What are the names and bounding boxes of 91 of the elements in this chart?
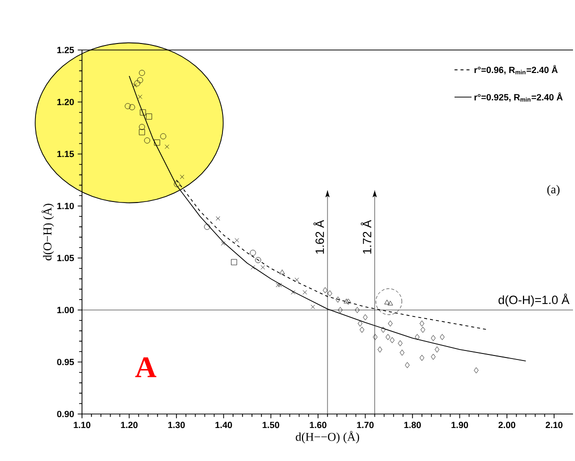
point [146,114,152,120]
x-tick-label: 1.80 [404,422,421,428]
x-tick-label: 1.50 [262,422,280,428]
y-tick-label: 1.20 [57,98,74,106]
y-tick-label: 0.95 [57,358,74,366]
point [386,334,390,340]
point [278,282,282,288]
ref-line-label: d(O-H)=1.0 Å [498,294,570,306]
annotation: A [135,357,156,378]
point [280,270,285,274]
x-tick-label: 1.20 [121,422,138,428]
point [400,350,404,356]
ref-line-label: 1.72 Å [360,220,372,254]
point [420,326,426,333]
point [354,307,360,313]
point [384,300,390,304]
point [260,265,265,270]
point [388,320,393,327]
point [414,334,420,340]
point [234,238,240,242]
point [137,77,144,84]
y-tick-label: 0.90 [57,410,74,418]
point [138,70,145,76]
x-tick-label: 1.30 [168,422,185,428]
point [322,287,328,294]
point [405,362,410,368]
x-tick-label: 1.10 [74,422,90,428]
point [164,144,170,149]
x-tick-label: 1.90 [452,422,468,428]
point [134,80,140,86]
point [180,174,184,180]
point [138,129,145,136]
point [276,282,280,288]
point [362,314,368,320]
x-tick-label: 1.60 [310,422,326,428]
point [388,300,393,306]
point [216,216,220,221]
point [380,326,386,333]
point [220,241,226,246]
point [160,133,166,140]
point [360,326,364,333]
point [358,320,362,327]
point [420,320,424,327]
point [328,290,332,296]
ref-line-label: 1.62 Å [313,220,324,254]
point [378,346,382,353]
point [174,181,180,188]
point [430,354,436,360]
point [390,337,394,344]
point [372,334,378,340]
point [140,109,146,116]
point [310,304,316,310]
y-tick-label: 1.10 [57,202,74,210]
point [430,335,436,342]
point [346,298,351,305]
point [294,278,299,282]
point [336,296,340,303]
x-tick-label: 2.10 [546,422,562,428]
point [138,124,145,130]
point [231,259,238,266]
point [398,340,402,346]
point [302,290,308,294]
legend-label: r°=0.925, R$_{min}$=2.40 Å [474,92,563,102]
x-axis-title: d(H−−O) (Å) [296,430,360,444]
point [434,346,440,353]
annotation: (a) [547,184,560,196]
point [138,94,142,99]
x-tick-label: 1.70 [357,422,374,428]
point [250,265,256,270]
y-tick-label: 1.25 [57,46,74,54]
y-tick-label: 1.00 [57,306,74,314]
point [440,334,445,340]
point [129,104,136,110]
point [474,367,479,374]
y-axis-title: d(O−H) (Å) [42,204,54,260]
point [144,137,150,144]
x-tick-label: 1.40 [215,422,232,428]
legend-label: r°=0.96, R$_{min}$=2.40 Å [474,65,558,74]
point [204,224,210,230]
point [290,290,296,294]
y-tick-label: 1.15 [57,150,74,158]
x-tick-label: 2.00 [498,422,516,428]
point [132,83,138,88]
point [338,307,343,313]
point [124,103,131,110]
point [154,140,160,146]
point [420,354,424,361]
point [344,298,350,304]
point [255,257,262,264]
y-tick-label: 1.05 [57,254,74,262]
point [250,250,256,256]
